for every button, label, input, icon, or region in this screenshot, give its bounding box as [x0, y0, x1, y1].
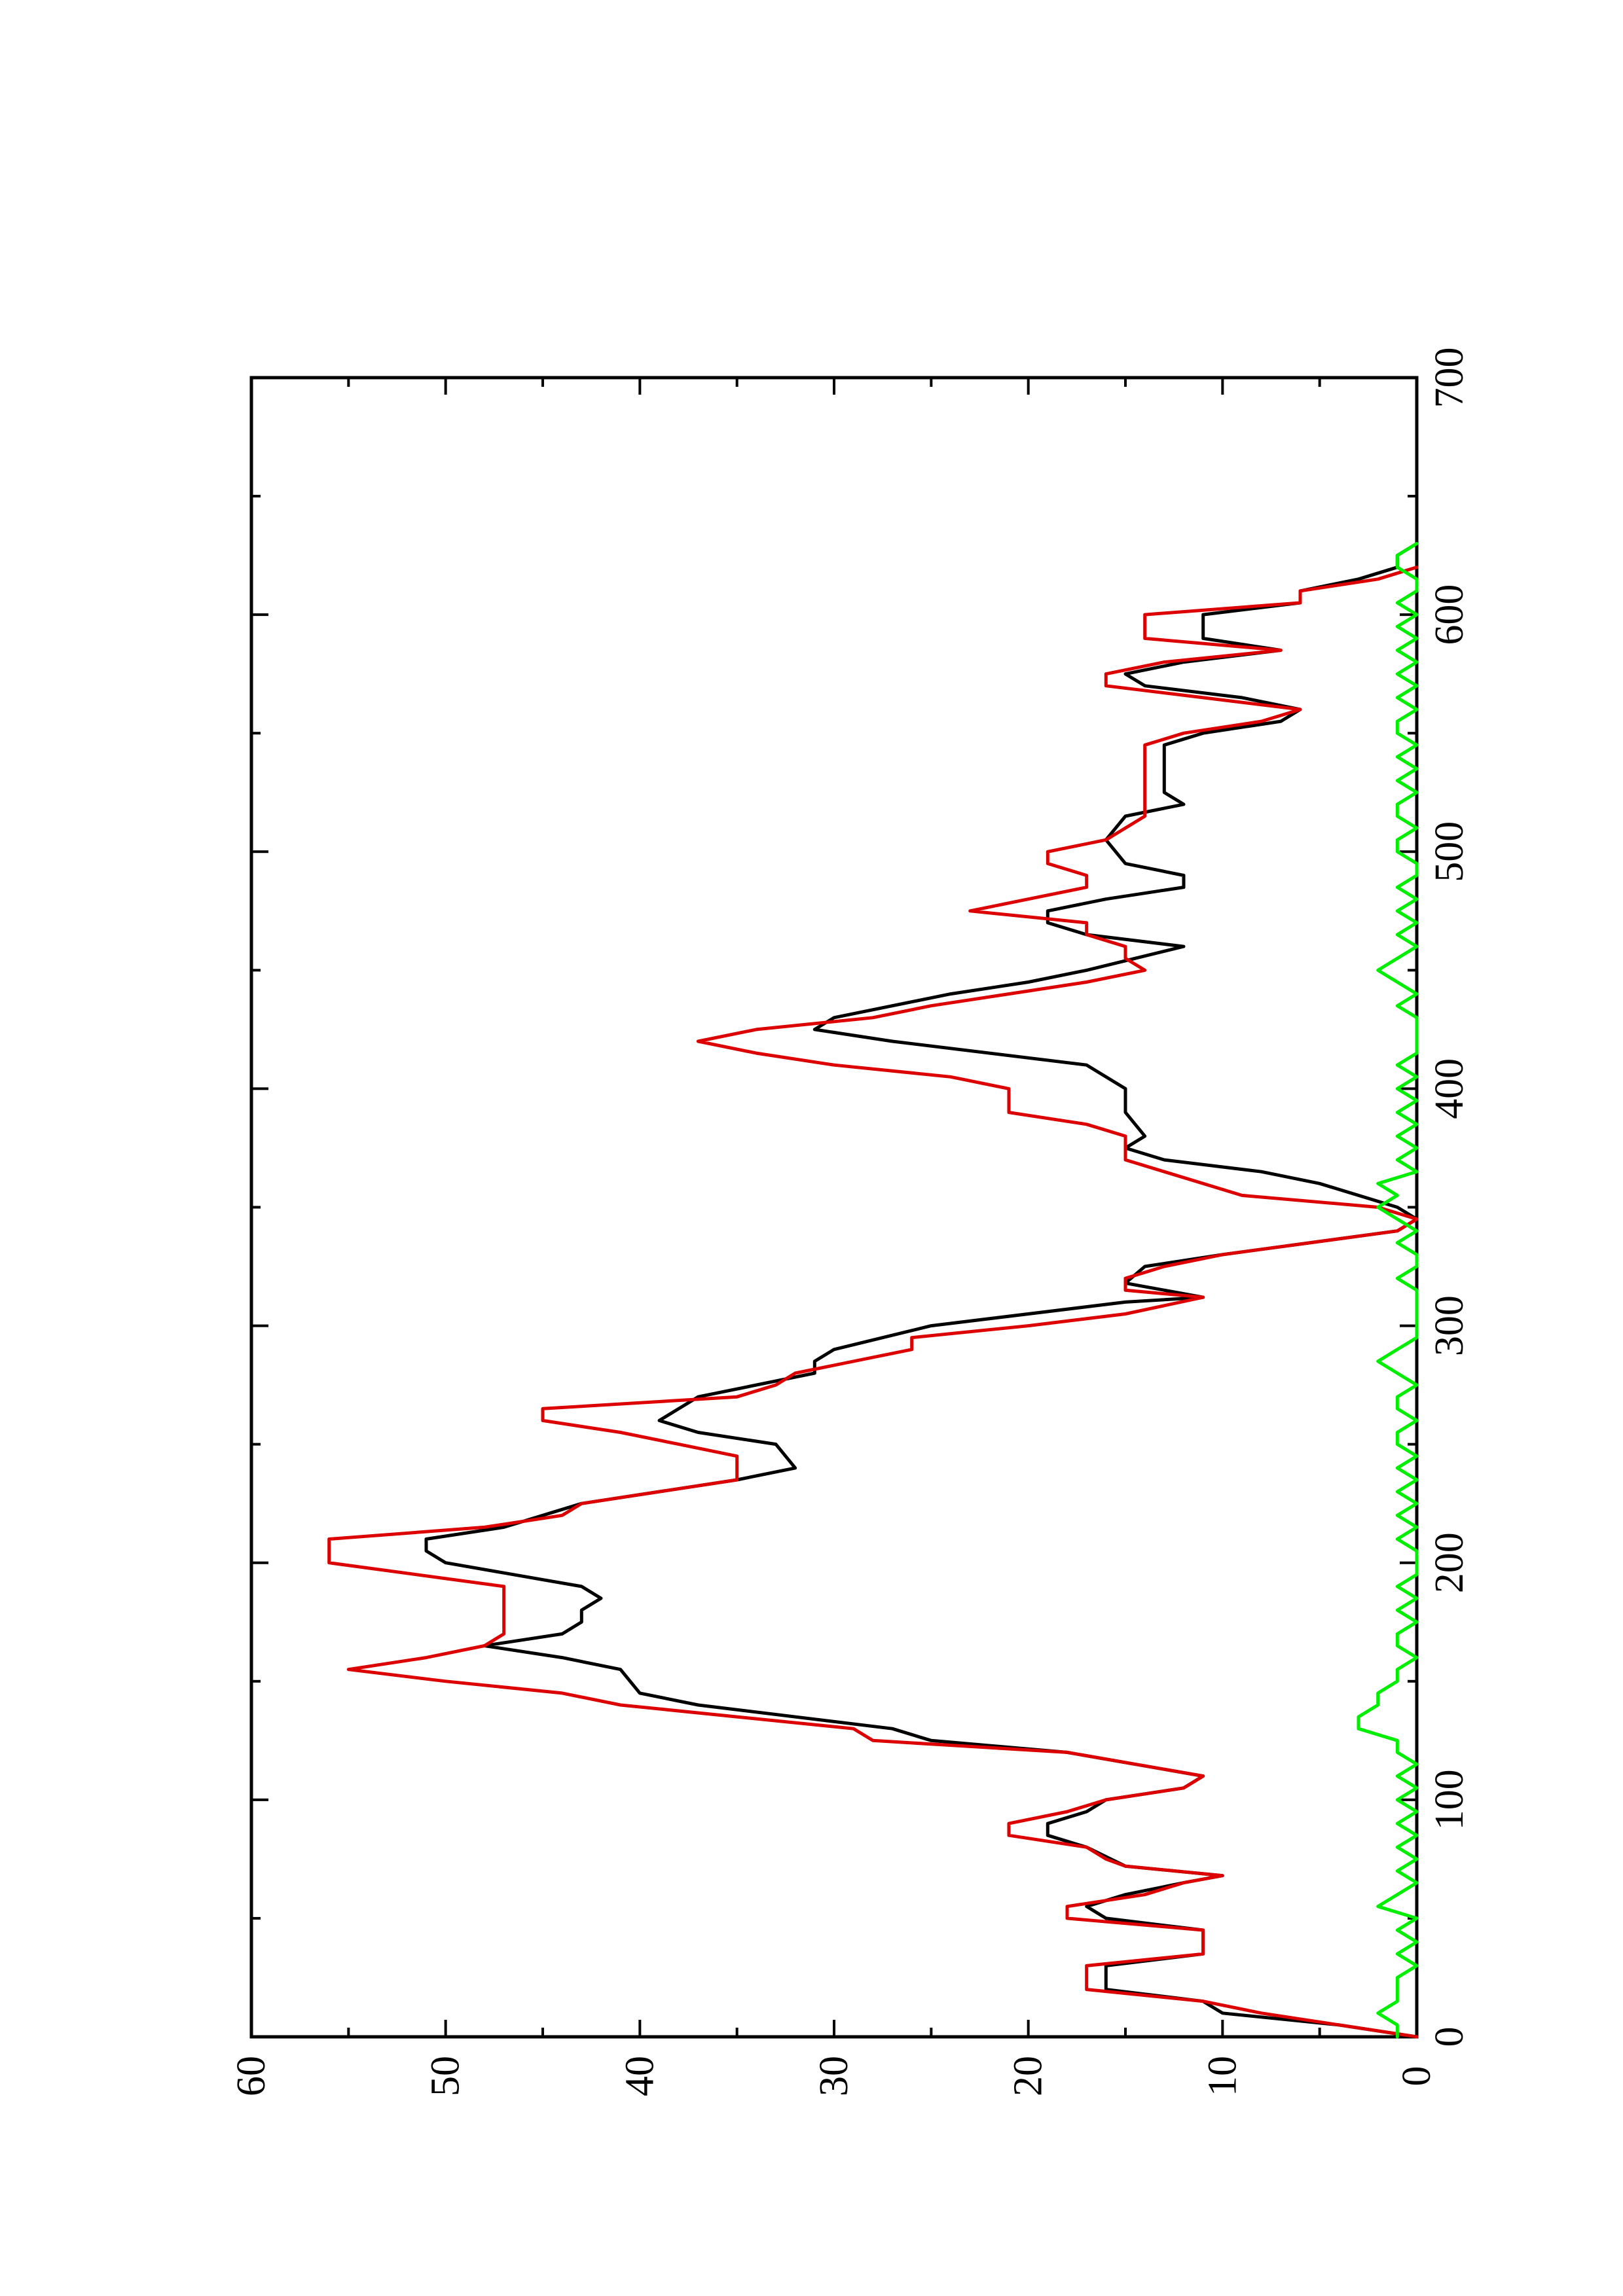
x-tick-label: 600	[1427, 584, 1472, 645]
y-tick-label: 60	[229, 2056, 274, 2096]
series-line-1	[424, 542, 1419, 2039]
x-tick-label: 400	[1427, 1058, 1472, 1119]
x-tick-label: 700	[1427, 348, 1472, 408]
x-tick-label: 0	[1427, 2027, 1472, 2047]
series-layer	[327, 542, 1419, 2039]
series-line-3	[1357, 542, 1419, 2039]
y-tick-label: 50	[424, 2056, 468, 2096]
series-line-2	[327, 565, 1419, 2039]
y-tick-label: 10	[1200, 2056, 1245, 2096]
axis-tick-labels: 0 100 200 300 400 500 600 700 0 10 20 30 40 50 60	[229, 348, 1472, 2097]
axis-ticks	[250, 376, 1418, 2038]
y-tick-label: 0	[1395, 2066, 1439, 2087]
x-tick-label: 200	[1427, 1532, 1472, 1593]
plot-frame	[249, 376, 1419, 2039]
x-tick-label: 500	[1427, 821, 1472, 882]
y-tick-label: 20	[1006, 2056, 1051, 2096]
y-tick-label: 30	[812, 2056, 856, 2096]
x-tick-label: 100	[1427, 1769, 1472, 1830]
y-tick-label: 40	[617, 2056, 662, 2096]
x-tick-label: 300	[1427, 1295, 1472, 1356]
